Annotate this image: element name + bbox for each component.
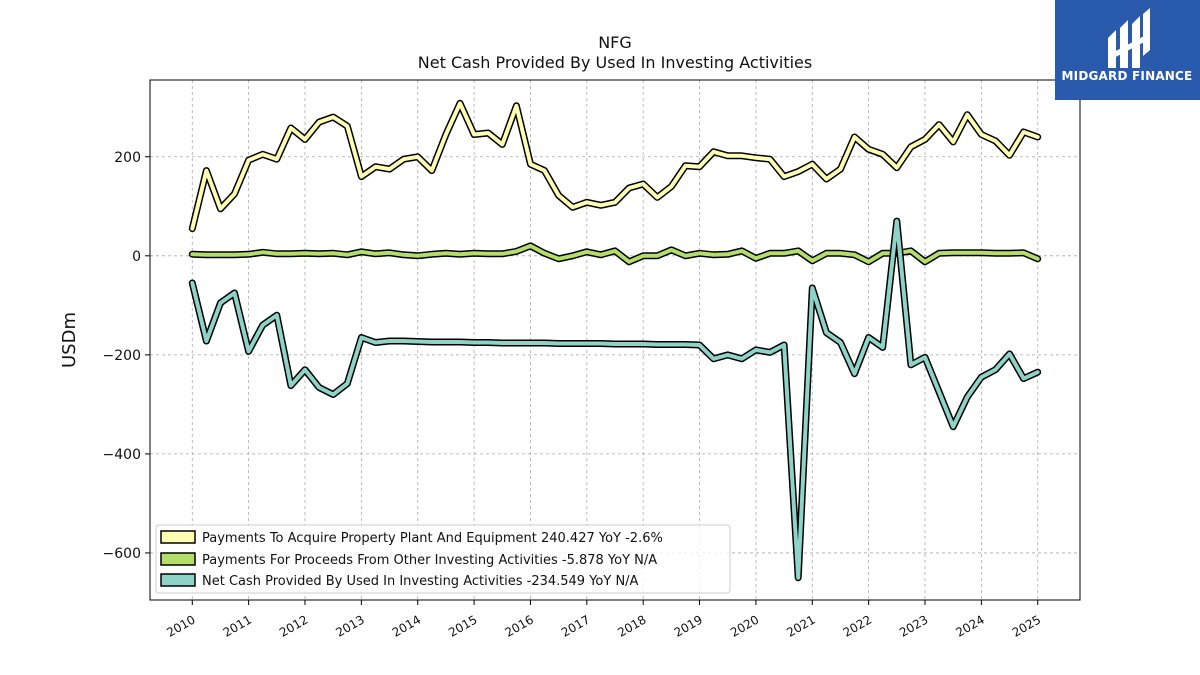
chart-title: NFG (598, 33, 632, 52)
legend-label-other: Payments For Proceeds From Other Investi… (202, 553, 657, 568)
series-lines (188, 99, 1042, 582)
legend: Payments To Acquire Property Plant And E… (155, 524, 731, 594)
legend-swatch-capex (160, 530, 196, 544)
y-axis-label: USDm (59, 312, 80, 368)
plot-area-frame (149, 79, 1081, 601)
line-net-investing (190, 219, 1040, 580)
y-tick-label: −600 (103, 546, 141, 562)
legend-swatch-net (160, 573, 196, 587)
legend-swatch-other (160, 552, 196, 566)
midgard-finance-logo: MIDGARD FINANCE (1055, 0, 1200, 100)
line-capex (190, 101, 1040, 231)
chart-subtitle: Net Cash Provided By Used In Investing A… (418, 53, 812, 72)
legend-label-capex: Payments To Acquire Property Plant And E… (202, 531, 663, 546)
y-tick-label: −400 (103, 447, 141, 463)
y-tick-label: −200 (103, 348, 141, 364)
y-axis: −600 −400 −200 0 200 (103, 150, 150, 562)
y-tick-label: 0 (132, 249, 141, 265)
logo-text: MIDGARD FINANCE (1062, 69, 1193, 83)
legend-box (155, 524, 731, 594)
y-tick-label: 200 (114, 150, 141, 166)
legend-label-net: Net Cash Provided By Used In Investing A… (202, 574, 639, 589)
midgard-logo-icon (1108, 8, 1150, 68)
